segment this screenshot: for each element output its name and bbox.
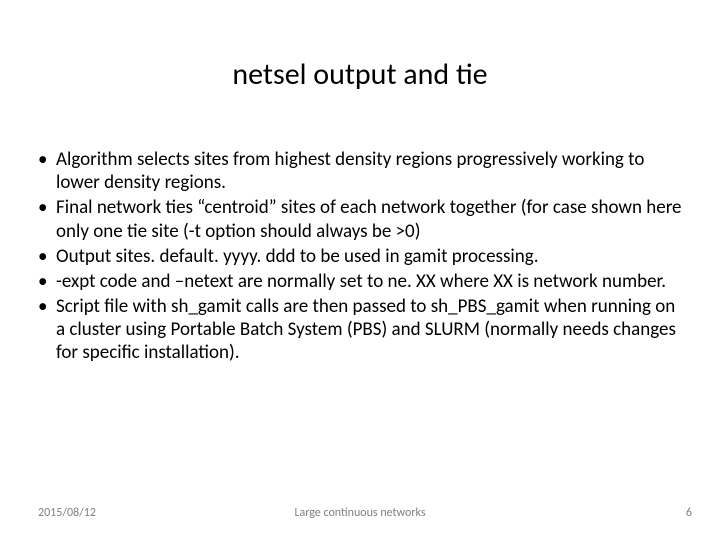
footer-center-text: Large continuous networks [0,506,720,520]
bullet-item: Output sites. default. yyyy. ddd to be u… [36,245,686,268]
bullet-item: Final network ties “centroid” sites of e… [36,196,686,242]
bullet-item: -expt code and –netext are normally set … [36,270,686,293]
footer-page-number: 6 [686,506,692,520]
slide-title: netsel output and tie [0,56,720,93]
bullet-item: Script file with sh_gamit calls are then… [36,295,686,365]
slide: netsel output and tie Algorithm selects … [0,0,720,540]
bullet-list: Algorithm selects sites from highest den… [36,148,686,365]
slide-footer: 2015/08/12 Large continuous networks 6 [0,500,720,520]
slide-body: Algorithm selects sites from highest den… [36,148,686,367]
bullet-item: Algorithm selects sites from highest den… [36,148,686,194]
